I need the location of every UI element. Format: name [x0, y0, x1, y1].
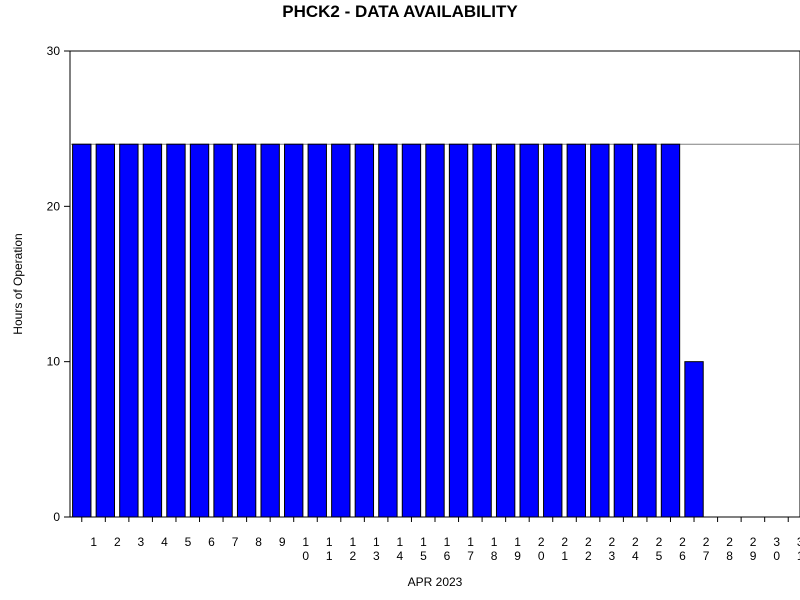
bar-day-4: [142, 143, 163, 518]
x-axis-label: APR 2023: [408, 575, 463, 589]
bar-day-6: [189, 143, 210, 518]
bar-day-18: [472, 143, 492, 518]
bar-day-10: [284, 143, 304, 518]
bar-day-17: [448, 143, 469, 518]
bar-day-16: [425, 143, 445, 518]
bar-day-7: [213, 143, 233, 518]
bar-day-14: [378, 143, 398, 518]
bar-day-8: [236, 143, 257, 518]
x-tick-label-2: 2: [114, 535, 121, 549]
bar-day-25: [637, 143, 657, 518]
bar-day-2: [95, 143, 116, 518]
bar-day-5: [166, 143, 186, 518]
bar-day-27: [684, 361, 704, 518]
x-tick-label-7: 7: [232, 535, 239, 549]
bar-day-9: [260, 143, 280, 518]
bar-day-3: [119, 143, 139, 518]
x-tick-label-4: 4: [161, 535, 168, 549]
bar-day-20: [519, 143, 539, 518]
x-tick-label-8: 8: [255, 535, 262, 549]
bar-day-23: [590, 143, 610, 518]
bar-day-26: [660, 143, 681, 518]
y-axis: 0 10 20 30: [47, 44, 70, 524]
x-tick-label-3: 3: [138, 535, 145, 549]
y-tick-label-20: 20: [47, 199, 61, 213]
x-tick-label-5: 5: [185, 535, 192, 549]
y-tick-label-10: 10: [47, 355, 61, 369]
x-tick-label-6: 6: [208, 535, 215, 549]
x-tick-label-31: 31: [797, 535, 800, 563]
bar-day-12: [331, 143, 351, 518]
bars-group: [72, 143, 704, 518]
chart-title: PHCK2 - DATA AVAILABILITY: [282, 2, 518, 21]
bar-day-24: [613, 143, 634, 518]
bar-day-11: [307, 143, 327, 518]
bar-day-15: [401, 143, 422, 518]
bar-day-19: [495, 143, 516, 518]
x-tick-label-1: 1: [90, 535, 97, 549]
x-tick-label-9: 9: [279, 535, 286, 549]
bar-day-21: [543, 143, 563, 518]
y-tick-label-0: 0: [53, 510, 60, 524]
y-tick-label-30: 30: [47, 44, 61, 58]
x-axis: 1 2 3 4 5 6 7 8 9 1 01 11 21 31 41 51 61 71 81 92 02 12 22 32 42…: [81, 517, 800, 563]
bar-day-13: [354, 143, 375, 518]
bar-day-1: [72, 143, 92, 518]
y-axis-label: Hours of Operation: [11, 233, 25, 334]
bar-day-22: [566, 143, 586, 518]
